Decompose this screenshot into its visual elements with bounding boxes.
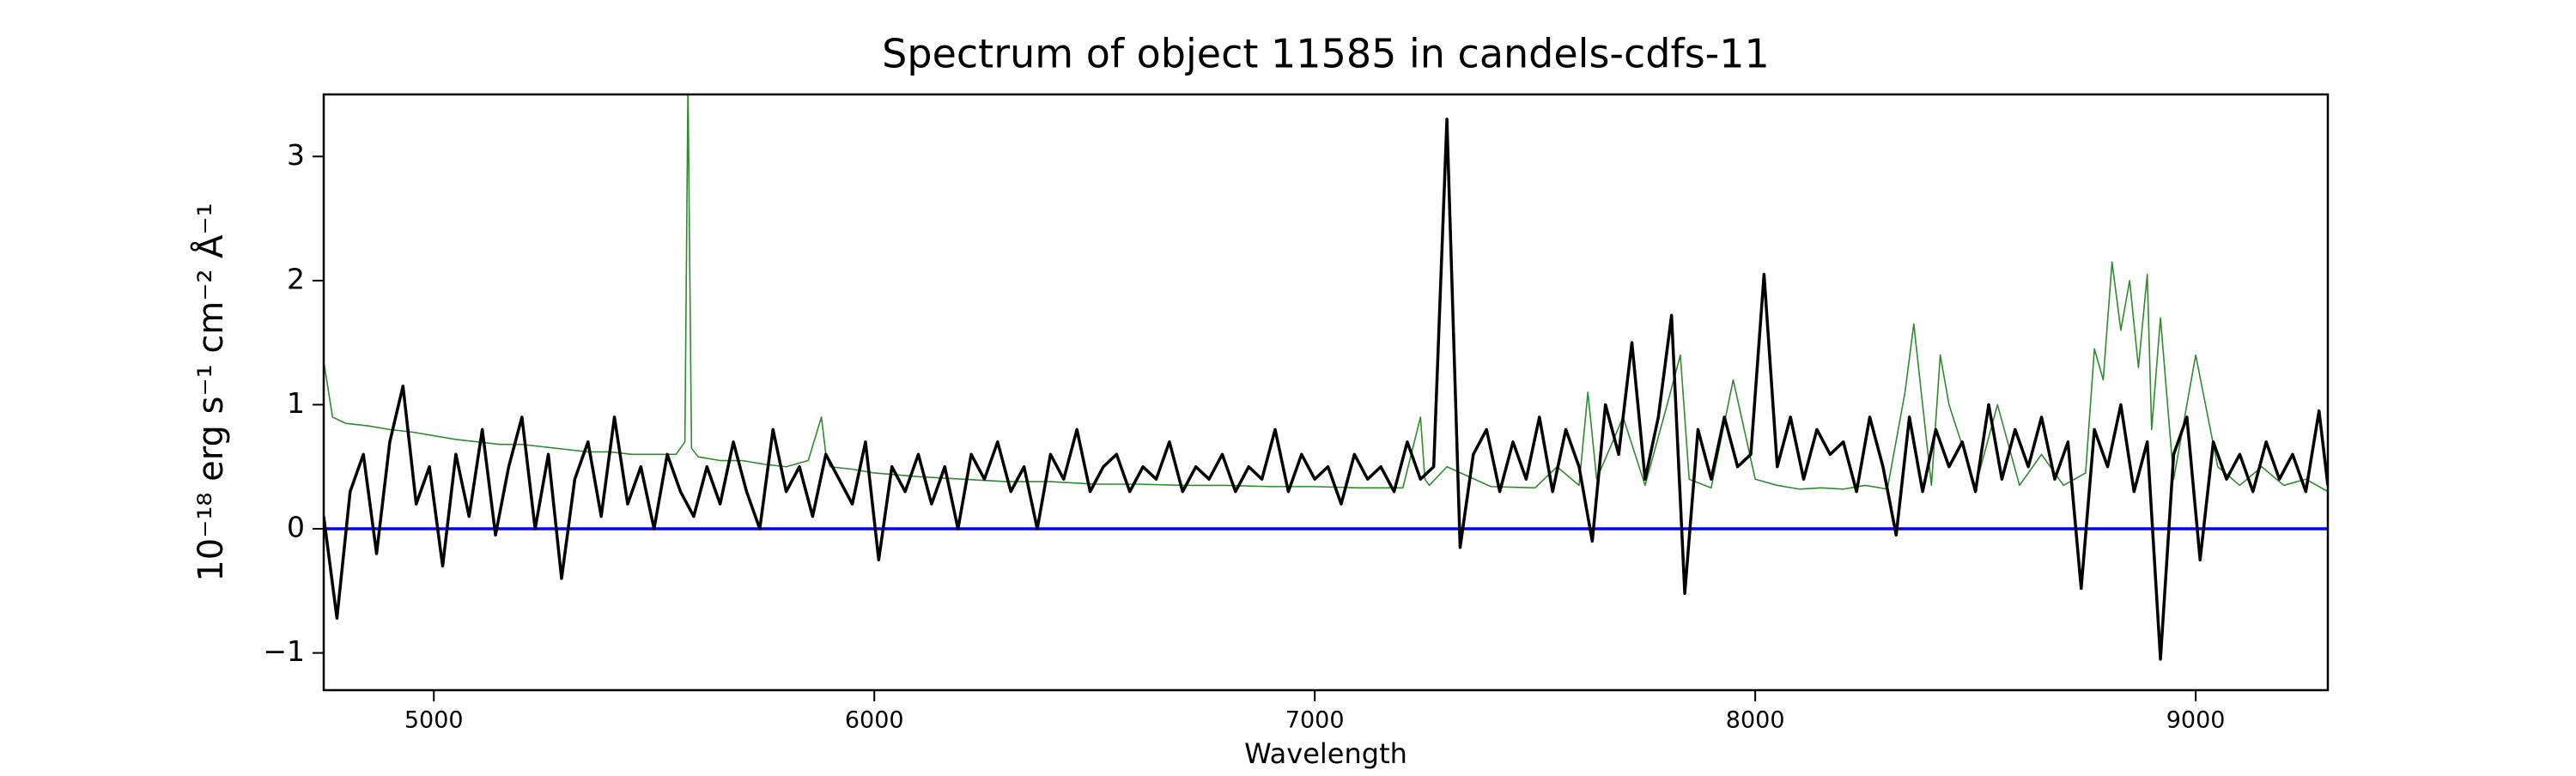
x-tick-label: 9000 xyxy=(2166,707,2226,734)
x-tick-label: 7000 xyxy=(1285,707,1345,734)
plot-area xyxy=(324,94,2328,661)
x-tick-label: 5000 xyxy=(404,707,464,734)
y-tick-label: −1 xyxy=(263,634,305,668)
y-tick-label: 2 xyxy=(287,262,305,295)
y-tick-label: 1 xyxy=(287,386,305,420)
y-tick-label: 0 xyxy=(287,511,305,544)
chart-title: Spectrum of object 11585 in candels-cdfs… xyxy=(882,31,1770,77)
axes-frame xyxy=(322,93,2330,692)
spectrum-line xyxy=(324,118,2328,661)
x-tick-label: 8000 xyxy=(1726,707,1785,734)
x-axis-label: Wavelength xyxy=(1244,737,1407,770)
x-tick-label: 6000 xyxy=(845,707,904,734)
y-axis-label: 10⁻¹⁸ erg s⁻¹ cm⁻² Å⁻¹ xyxy=(190,203,231,581)
y-tick-label: 3 xyxy=(287,138,305,172)
